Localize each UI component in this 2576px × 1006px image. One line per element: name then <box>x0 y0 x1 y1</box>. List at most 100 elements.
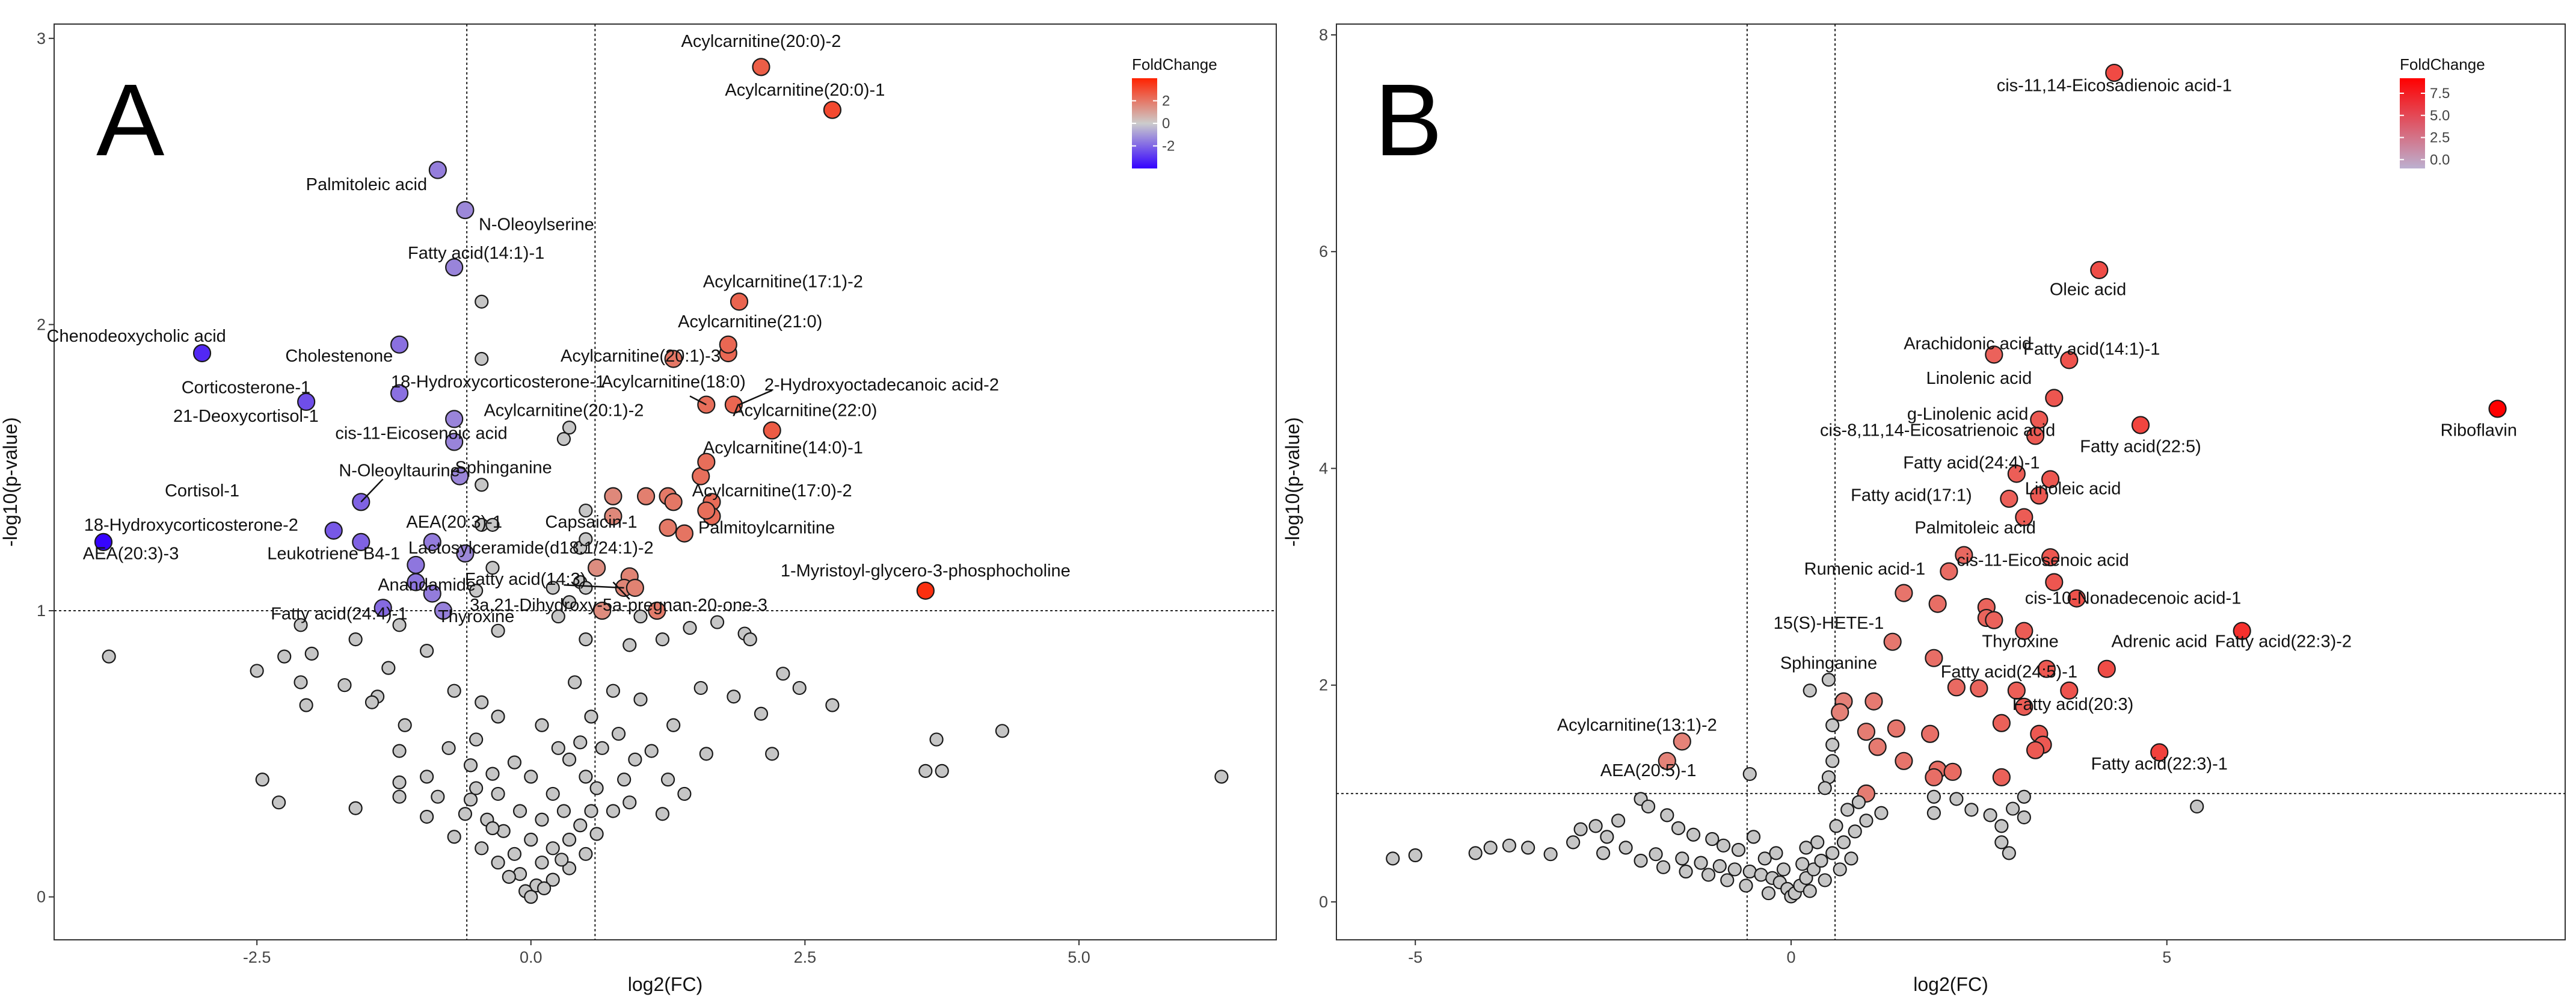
data-point <box>1214 770 1229 784</box>
data-point <box>1887 719 1906 738</box>
data-point <box>1810 835 1825 850</box>
data-label: 2-Hydroxyoctadecanoic acid-2 <box>764 375 999 395</box>
data-label: 3a,21-Dihydroxy-5a-pregnan-20-one-3 <box>470 596 767 615</box>
data-point <box>294 618 308 632</box>
data-label: Linolenic acid <box>1926 369 2032 388</box>
data-label: Sphinganine <box>455 458 552 478</box>
data-point <box>1992 768 2011 786</box>
data-point <box>485 767 500 781</box>
data-point <box>1825 754 1840 768</box>
data-point <box>2015 508 2033 526</box>
data-label: Acylcarnitine(20:0)-1 <box>725 81 885 100</box>
data-point <box>2017 810 2031 825</box>
data-label: Acylcarnitine(22:0) <box>733 401 877 421</box>
data-point <box>666 718 681 732</box>
legend-tick-label: 7.5 <box>2430 85 2450 102</box>
data-label: cis-10-Nonadecenoic acid-1 <box>2025 589 2241 608</box>
data-point <box>743 632 757 647</box>
data-point <box>1955 546 1973 564</box>
y-tick-label: 3 <box>37 29 46 48</box>
data-point <box>1671 821 1686 836</box>
data-point <box>192 344 212 363</box>
data-label: Acylcarnitine(20:1)-3 <box>561 347 721 366</box>
data-point <box>584 709 598 724</box>
data-point <box>299 698 313 712</box>
data-point <box>1994 819 2009 833</box>
data-point <box>1829 819 1843 833</box>
data-point <box>763 421 781 440</box>
data-label: Fatty acid(14:3) <box>465 570 586 589</box>
data-point <box>693 680 708 696</box>
legend-tick-label: 0 <box>1162 116 1170 132</box>
data-point <box>1761 886 1776 901</box>
data-label: AEA(20:3)-3 <box>83 544 179 563</box>
data-label: Arachidonic acid <box>1904 334 2032 353</box>
data-point <box>611 726 626 741</box>
data-point <box>546 581 560 595</box>
data-point <box>1596 846 1611 860</box>
data-label: Palmitoleic acid <box>306 175 427 194</box>
data-point <box>2017 789 2031 804</box>
data-point <box>524 770 538 784</box>
y-axis-title: -log10(p-value) <box>1282 417 1303 546</box>
data-point <box>655 807 670 821</box>
data-point <box>524 832 538 847</box>
x-tick-label: 5.0 <box>1068 948 1090 966</box>
data-point <box>584 804 598 818</box>
data-point <box>94 532 113 551</box>
data-label: Fatty acid(22:3)-1 <box>2091 754 2228 774</box>
legend-title: FoldChange <box>2400 55 2485 73</box>
data-point <box>1868 738 1887 756</box>
data-point <box>664 350 683 368</box>
data-point <box>1983 808 1997 822</box>
data-point <box>456 201 475 220</box>
data-point <box>562 832 577 847</box>
data-points <box>94 58 1229 904</box>
data-point <box>2131 416 2150 434</box>
data-point <box>485 821 500 836</box>
data-point <box>2488 400 2507 418</box>
data-point <box>423 584 441 603</box>
data-point <box>1386 851 1400 866</box>
data-label: Riboflavin <box>2441 421 2517 440</box>
label-leader-line <box>564 584 624 589</box>
data-point <box>255 773 269 787</box>
y-tick-label: 6 <box>1319 242 1328 261</box>
x-tick-label: 0.0 <box>520 948 543 966</box>
data-point <box>2105 63 2124 82</box>
data-point <box>2041 548 2060 567</box>
data-point <box>491 855 505 870</box>
data-point <box>719 335 737 354</box>
data-point <box>589 781 604 795</box>
data-point <box>1994 835 2009 850</box>
data-label: Rumenic acid-1 <box>1804 560 1925 579</box>
data-point <box>1851 795 1866 809</box>
data-point <box>556 432 571 446</box>
legend-tick-label: -2 <box>1162 138 1175 155</box>
legend-tick-label: 2.5 <box>2430 130 2450 146</box>
data-label: Fatty acid(20:3) <box>2012 695 2133 714</box>
plot-frame <box>54 23 1277 940</box>
data-point <box>754 706 769 721</box>
data-point <box>935 764 949 778</box>
data-point <box>1864 692 1883 711</box>
data-point <box>535 718 549 732</box>
data-point <box>710 615 725 629</box>
data-point <box>407 555 425 575</box>
legend-tick-label: 0.0 <box>2430 152 2450 168</box>
data-point <box>428 161 447 179</box>
data-point <box>1634 853 1648 868</box>
data-point <box>1727 862 1742 877</box>
data-point <box>423 532 441 551</box>
data-point <box>294 675 308 690</box>
data-point <box>606 804 621 818</box>
data-label: Cholestenone <box>285 347 393 366</box>
legend-colorbar <box>2400 78 2425 168</box>
data-point <box>556 804 571 818</box>
data-point <box>392 744 407 758</box>
data-point <box>1803 684 1817 698</box>
data-point <box>469 584 484 598</box>
data-label: Adrenic acid <box>2111 632 2207 652</box>
data-point <box>664 493 683 511</box>
data-label: Acylcarnitine(20:1)-2 <box>484 401 644 421</box>
